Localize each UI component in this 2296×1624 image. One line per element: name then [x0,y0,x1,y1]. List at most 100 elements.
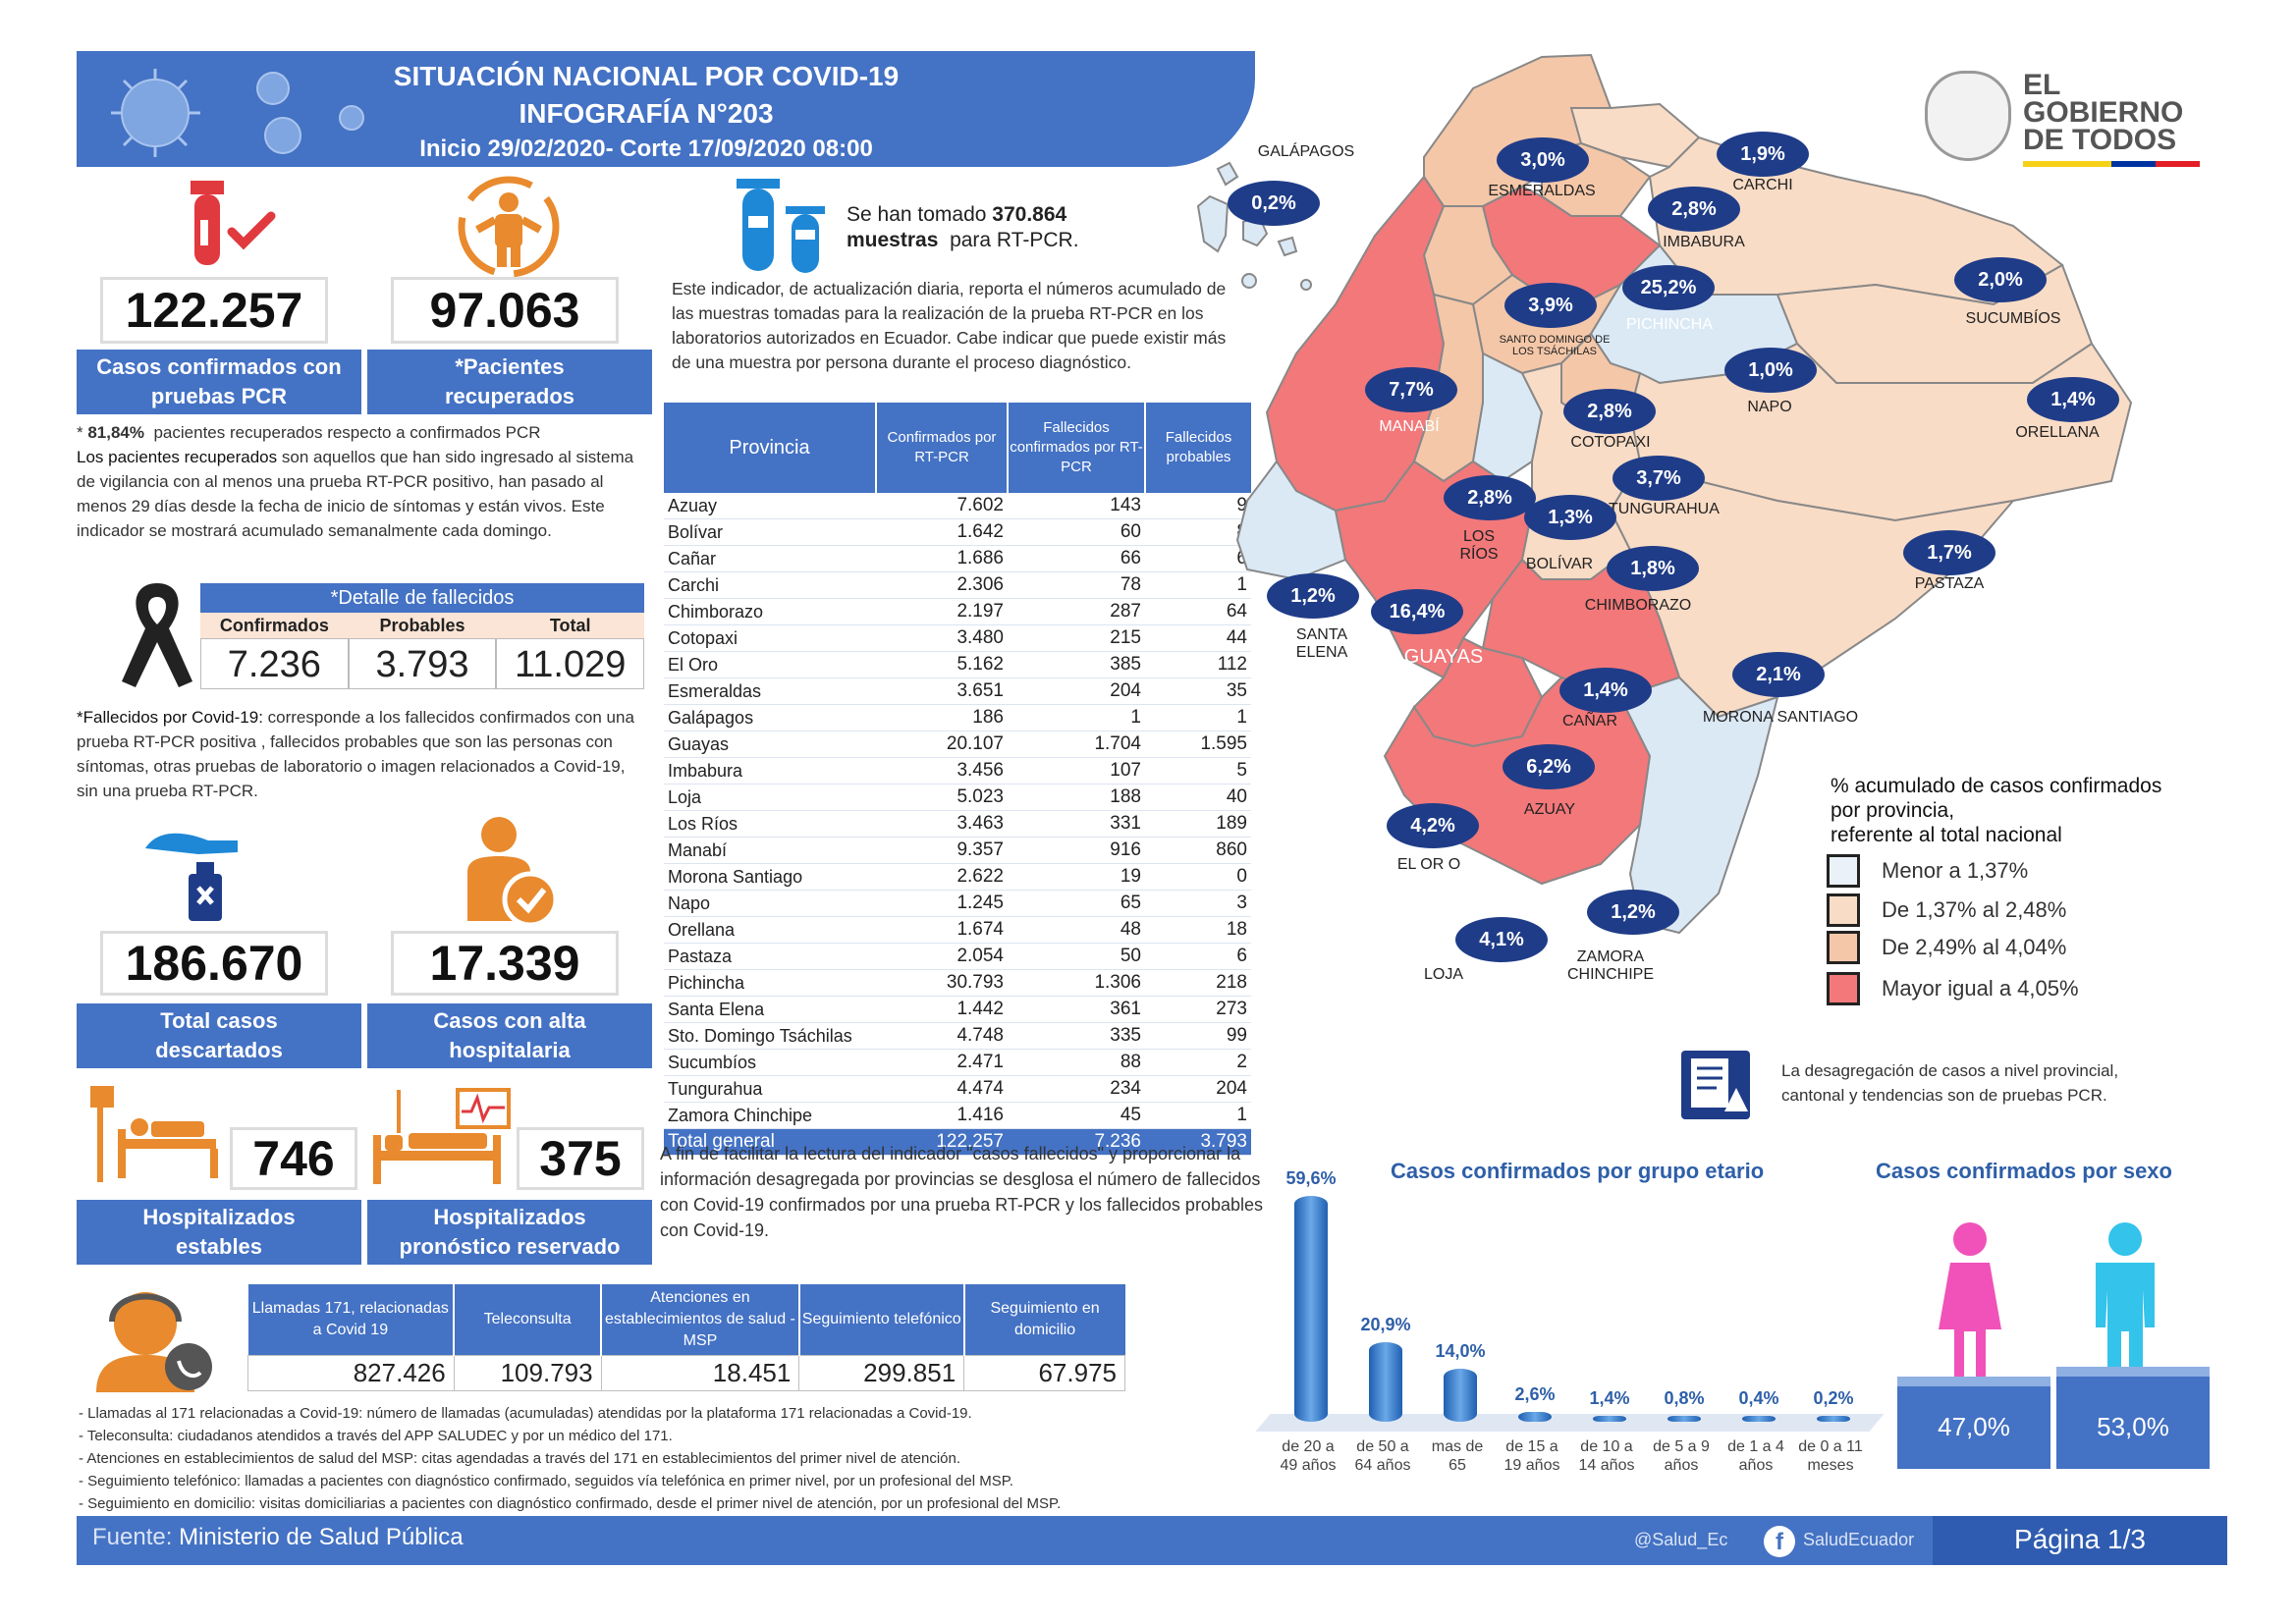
bubble-chimborazo: 1,8% [1607,546,1699,591]
stable-value: 746 [230,1127,357,1190]
map-label-bolivar: BOLÍVAR [1525,556,1594,572]
bubble-bolivar: 1,3% [1524,495,1616,540]
map-label-loja: LOJA [1423,966,1463,983]
province-value: 188 [1008,784,1145,811]
province-table-note: A fin de facilitar la lectura del indica… [660,1144,1263,1240]
recovered-note-line1: * 81,84% pacientes recuperados respecto … [77,423,541,442]
age-bar [1667,1416,1701,1422]
deaths-h-probable: Probables [379,616,465,635]
header-banner: SITUACIÓN NACIONAL POR COVID-19 INFOGRAF… [77,51,1255,167]
facebook-icon: f [1764,1526,1795,1557]
calls-note-4: - Seguimiento telefónico: llamadas a pac… [79,1473,1013,1489]
age-bar [1742,1416,1776,1422]
age-bar [1593,1416,1626,1422]
stable-label: Hospitalizados estables [77,1200,361,1265]
table-row: Esmeraldas 3.651 204 35 [664,677,1251,705]
province-name: Pastaza [664,943,876,970]
footer-page: Página 1/3 [2014,1524,2146,1554]
province-name: Cotopaxi [664,624,876,652]
province-name: Imbabura [664,757,876,785]
table-row: Manabí 9.357 916 860 [664,837,1251,864]
province-name: Santa Elena [664,996,876,1023]
footer-twitter[interactable]: @Salud_Ec [1634,1530,1728,1549]
map-label-esmeraldas: ESMERALDAS [1488,183,1596,199]
province-value: 44 [1145,624,1251,652]
province-value: 40 [1145,784,1251,811]
province-value: 2.197 [876,598,1008,625]
age-bar [1444,1368,1477,1422]
province-value: 64 [1145,598,1251,625]
total-cell: 122.257 [876,1128,1008,1156]
province-value: 65 [1008,890,1145,917]
map-label-sucumbios: SUCUMBÍOS [1965,310,2061,327]
age-bar-value: 1,4% [1589,1388,1630,1408]
legend-item-3: De 2,49% al 4,04% [1827,931,2066,964]
hospital-bed-icon [79,1080,226,1188]
table-total-row: Total general 122.257 7.236 3.793 [664,1128,1251,1156]
province-value: 9 [1145,493,1251,519]
province-name: Carchi [664,571,876,599]
province-value: 361 [1008,996,1145,1023]
province-name: Esmeraldas [664,677,876,705]
province-name: Zamora Chinchipe [664,1102,876,1129]
province-value: 1.442 [876,996,1008,1023]
home-followup-value: 67.975 [963,1354,1125,1391]
calls-values: 827.426 109.793 18.451 299.851 67.975 [247,1354,1125,1391]
bubble-galapagos: 0,2% [1228,181,1320,226]
bubble-manabi: 7,7% [1365,367,1457,412]
footer-facebook[interactable]: SaludEcuador [1803,1530,1915,1549]
province-value: 1.642 [876,518,1008,546]
province-name: Manabí [664,837,876,864]
table-row: Morona Santiago 2.622 19 0 [664,863,1251,891]
sex-bar [2056,1367,2210,1469]
calls-note-3: - Atenciones en establecimientos de salu… [79,1450,961,1467]
age-bar-value: 2,6% [1514,1383,1556,1404]
age-bar-label: de 0 a 11 meses [1798,1438,1863,1474]
province-value: 5.023 [876,784,1008,811]
deaths-total: 11.029 [496,638,645,689]
samples-description: Este indicador, de actualización diaria,… [672,279,1227,372]
map-label-pichincha: PICHINCHA [1625,316,1713,333]
map-disclaimer: La desagregación de casos a nivel provin… [1781,1061,2119,1105]
table-row: Imbabura 3.456 107 5 [664,757,1251,785]
table-row: Zamora Chinchipe 1.416 45 1 [664,1102,1251,1129]
legend-title-line-2: por provincia, [1831,799,1955,822]
map-label-manabi: MANABÍ [1379,418,1440,435]
table-row: Tungurahua 4.474 234 204 [664,1075,1251,1103]
province-value: 8 [1145,518,1251,546]
province-value: 2.054 [876,943,1008,970]
province-name: Los Ríos [664,810,876,838]
logo-line-1: EL [2023,69,2061,101]
map-zamora [1618,676,1779,935]
col-home-followup: Seguimiento en domicilio [963,1284,1125,1355]
province-value: 19 [1008,863,1145,891]
government-logo: EL GOBIERNO DE TODOS [1925,71,2219,169]
bubble-orellana: 1,4% [2027,377,2119,422]
bubble-canar: 1,4% [1559,668,1652,713]
age-bar [1518,1411,1552,1422]
province-value: 1.306 [1008,969,1145,997]
deaths-confirmed: 7.236 [200,638,349,689]
province-value: 50 [1008,943,1145,970]
age-chart-title: Casos confirmados por grupo etario [1391,1159,1765,1183]
province-value: 1.416 [876,1102,1008,1129]
age-bar-value: 59,6% [1285,1168,1337,1188]
col-deaths-probable: Fallecidos probables [1145,403,1251,493]
legend-swatch [1827,854,1860,888]
male-icon [2088,1221,2162,1384]
province-value: 5.162 [876,651,1008,678]
table-row: Napo 1.245 65 3 [664,890,1251,917]
header-title: SITUACIÓN NACIONAL POR COVID-19 [393,61,900,91]
map-label-pastaza: PASTAZA [1914,575,1985,592]
recovered-label: *Pacientes recuperados [367,350,652,414]
checklist-icon [1681,1051,1750,1119]
virus-decoration [86,59,381,157]
total-cell: 3.793 [1145,1128,1251,1156]
age-bar-value: 0,2% [1813,1388,1854,1408]
bubble-pichincha: 25,2% [1622,265,1715,310]
province-value: 4.474 [876,1075,1008,1103]
province-value: 9.357 [876,837,1008,864]
bubble-santo-domingo: 3,9% [1504,283,1597,328]
age-bar [1294,1196,1328,1422]
